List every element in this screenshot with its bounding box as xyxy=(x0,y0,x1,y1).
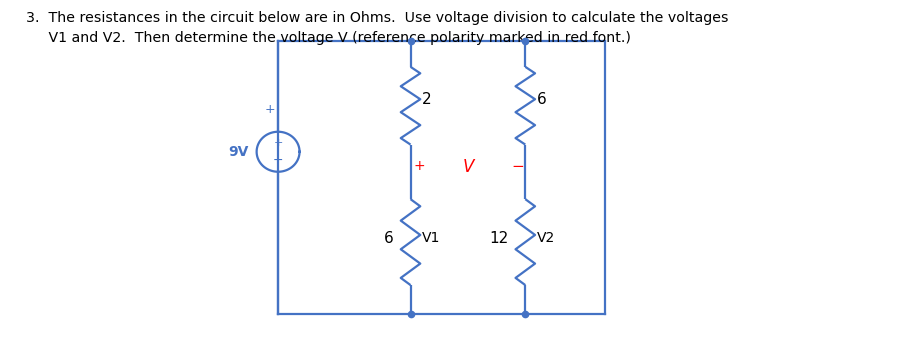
Text: −: − xyxy=(272,154,283,167)
Text: 12: 12 xyxy=(490,231,509,246)
Text: +: + xyxy=(265,103,276,116)
Text: 6: 6 xyxy=(537,92,547,107)
Text: 2: 2 xyxy=(423,92,432,107)
Text: V1 and V2.  Then determine the voltage V (reference polarity marked in red font.: V1 and V2. Then determine the voltage V … xyxy=(26,31,632,45)
Text: +: + xyxy=(414,160,425,174)
Text: V1: V1 xyxy=(423,231,441,245)
Text: −: − xyxy=(511,159,524,174)
Text: V2: V2 xyxy=(537,231,556,245)
Text: 3.  The resistances in the circuit below are in Ohms.  Use voltage division to c: 3. The resistances in the circuit below … xyxy=(26,11,729,25)
Text: 9V: 9V xyxy=(228,145,249,159)
Text: +: + xyxy=(273,138,282,148)
Text: V: V xyxy=(462,158,473,176)
Text: 6: 6 xyxy=(385,231,394,246)
